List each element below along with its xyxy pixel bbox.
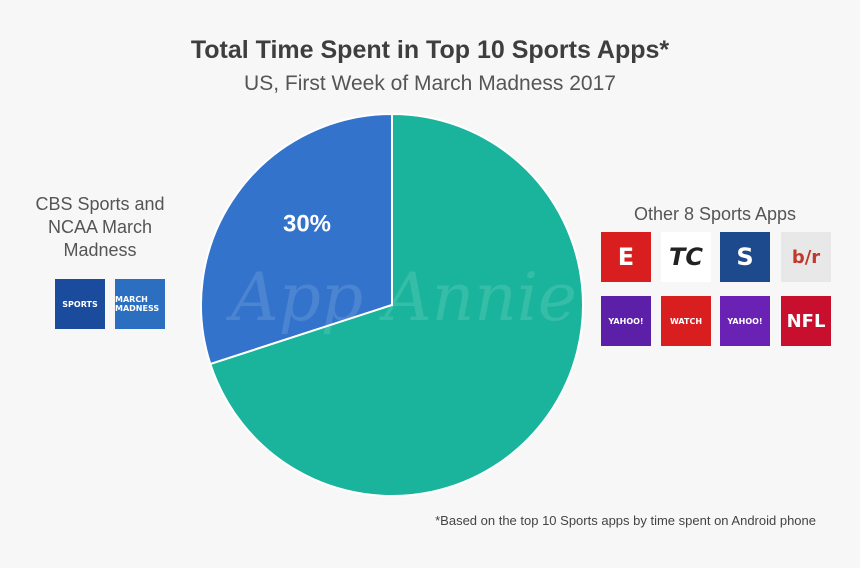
espn-tournament-challenge-icon: TC — [661, 232, 711, 282]
espn-icon: E — [601, 232, 651, 282]
scoreboard-s-icon: S — [720, 232, 770, 282]
yahoo-fantasy-icon: YAHOO! — [601, 296, 651, 346]
yahoo-sports-icon: YAHOO! — [720, 296, 770, 346]
watermark: App Annie — [225, 259, 577, 336]
bleacher-report-icon: b/r — [781, 232, 831, 282]
footnote: *Based on the top 10 Sports apps by time… — [435, 513, 816, 528]
pie-slice-1 — [209, 112, 584, 497]
slice-label-0: 30% — [283, 210, 331, 237]
nfl-icon: NFL — [781, 296, 831, 346]
chart-title: Total Time Spent in Top 10 Sports Apps* — [190, 36, 670, 64]
ncaa-march-madness-icon: MARCH MADNESS — [115, 279, 165, 329]
watch-espn-icon: WATCH — [661, 296, 711, 346]
left-group-label: CBS Sports and NCAA March Madness — [35, 194, 165, 260]
chart-subtitle: US, First Week of March Madness 2017 — [244, 72, 616, 95]
right-group-label: Other 8 Sports Apps — [633, 204, 797, 224]
pie-slice-0 — [200, 112, 393, 366]
cbs-sports-icon: SPORTS — [55, 279, 105, 329]
